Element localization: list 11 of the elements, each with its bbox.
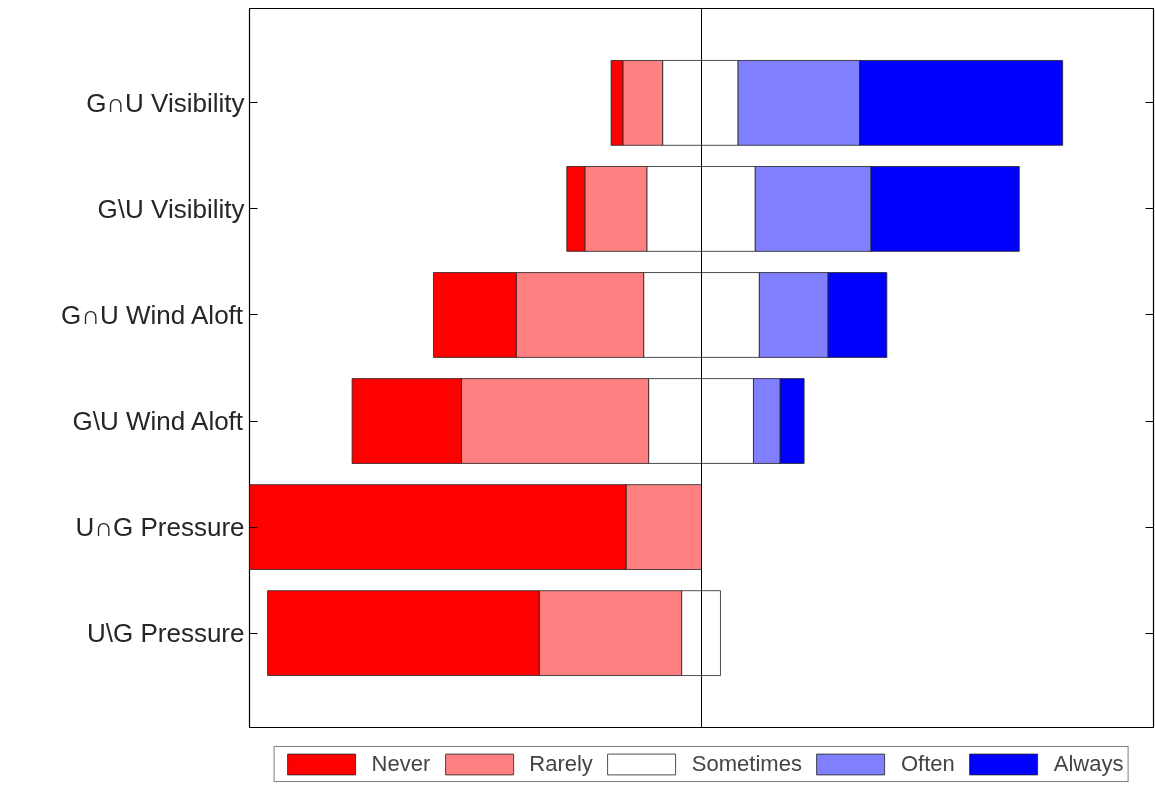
legend-label: Always — [1053, 751, 1124, 777]
y-tick-label: G\U Wind Aloft — [72, 406, 244, 437]
legend-label: Never — [371, 751, 431, 777]
y-tick-label: G∩U Visibility — [86, 87, 245, 118]
y-tick-label: G∩U Wind Aloft — [61, 299, 244, 330]
y-tick-label: U\G Pressure — [87, 618, 245, 649]
legend-label: Often — [900, 751, 955, 777]
y-tick-label: G\U Visibility — [97, 193, 245, 224]
legend-label: Rarely — [529, 751, 593, 777]
legend-label: Sometimes — [691, 751, 802, 777]
y-tick-label: U∩G Pressure — [75, 512, 245, 543]
